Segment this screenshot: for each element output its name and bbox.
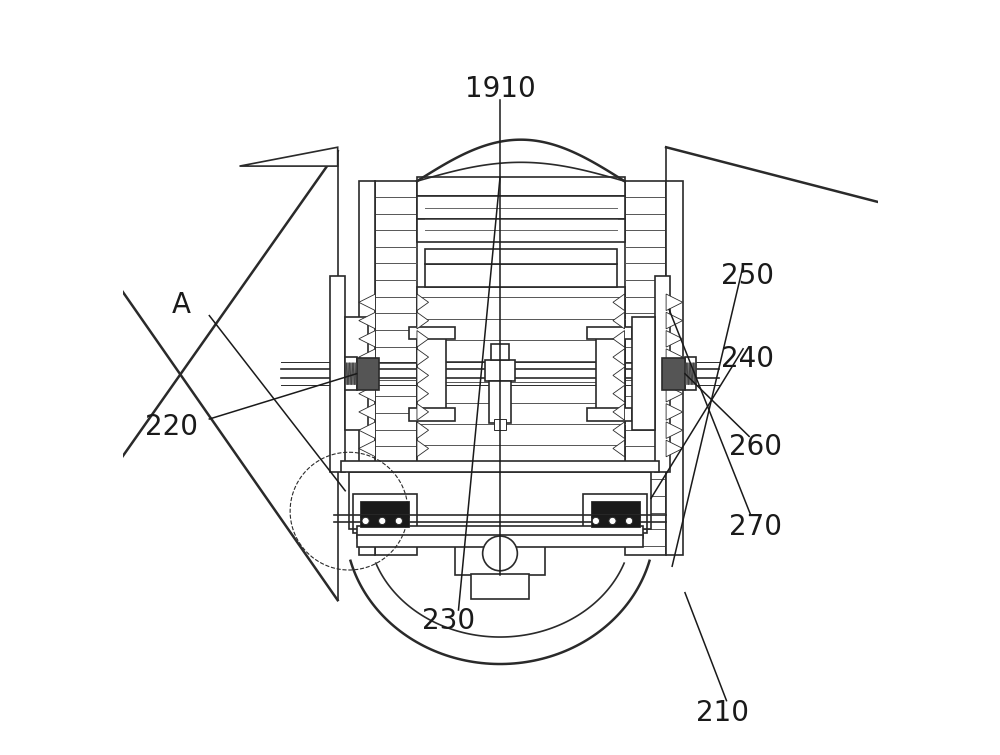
Bar	[357, 526, 643, 538]
Polygon shape	[417, 349, 429, 365]
Polygon shape	[359, 422, 375, 439]
Polygon shape	[666, 367, 683, 384]
Circle shape	[362, 517, 369, 525]
Text: 270: 270	[729, 513, 782, 541]
Bar	[685, 357, 696, 390]
Bar	[494, 419, 506, 430]
Bar	[485, 360, 515, 381]
Bar	[587, 327, 632, 339]
Polygon shape	[359, 367, 375, 384]
Bar	[596, 337, 625, 410]
Bar	[632, 317, 655, 430]
Circle shape	[379, 517, 386, 525]
Bar	[409, 408, 455, 421]
Text: 230: 230	[422, 606, 475, 635]
Polygon shape	[613, 313, 625, 329]
Polygon shape	[666, 385, 683, 402]
Polygon shape	[417, 440, 429, 457]
Bar	[583, 494, 647, 533]
Polygon shape	[613, 331, 625, 347]
Polygon shape	[666, 331, 683, 347]
Polygon shape	[613, 404, 625, 421]
Text: 240: 240	[721, 344, 774, 373]
Polygon shape	[613, 367, 625, 384]
Bar	[424, 264, 617, 287]
Bar	[591, 501, 640, 517]
Bar	[666, 181, 683, 555]
Bar	[357, 358, 379, 390]
Polygon shape	[666, 404, 683, 421]
Polygon shape	[359, 313, 375, 329]
Polygon shape	[666, 294, 683, 310]
Text: 260: 260	[729, 433, 782, 461]
Bar	[357, 535, 643, 547]
Polygon shape	[613, 422, 625, 439]
Polygon shape	[359, 385, 375, 402]
Polygon shape	[613, 294, 625, 310]
Circle shape	[609, 517, 616, 525]
Bar	[359, 181, 375, 555]
Polygon shape	[417, 331, 429, 347]
Bar	[330, 276, 345, 472]
Bar	[417, 177, 625, 196]
Bar	[655, 276, 670, 472]
Circle shape	[483, 536, 517, 571]
Polygon shape	[417, 313, 429, 329]
Polygon shape	[666, 313, 683, 329]
Bar	[417, 287, 625, 468]
Circle shape	[625, 517, 633, 525]
Bar	[345, 317, 368, 430]
Polygon shape	[359, 331, 375, 347]
Polygon shape	[666, 422, 683, 439]
Circle shape	[592, 517, 600, 525]
Polygon shape	[613, 349, 625, 365]
Bar	[471, 574, 529, 599]
Bar	[662, 358, 685, 390]
Bar	[587, 408, 632, 421]
Bar	[489, 381, 511, 423]
Polygon shape	[359, 294, 375, 310]
Bar	[417, 219, 625, 242]
Polygon shape	[417, 367, 429, 384]
Polygon shape	[613, 385, 625, 402]
Bar	[417, 337, 446, 410]
Bar	[625, 181, 666, 555]
Bar	[491, 344, 509, 360]
Text: 220: 220	[145, 412, 198, 441]
Polygon shape	[417, 422, 429, 439]
Bar	[353, 494, 417, 533]
Bar	[375, 181, 417, 555]
Text: A: A	[172, 291, 191, 319]
Bar	[345, 357, 357, 390]
Bar	[360, 501, 409, 517]
Bar	[424, 249, 617, 264]
Bar	[417, 196, 625, 219]
Polygon shape	[240, 147, 338, 166]
Text: 250: 250	[721, 261, 774, 290]
Polygon shape	[613, 440, 625, 457]
Bar	[360, 514, 409, 527]
Polygon shape	[417, 404, 429, 421]
Bar	[409, 327, 455, 339]
Bar	[591, 514, 640, 527]
Text: 1910: 1910	[465, 75, 535, 103]
Circle shape	[395, 517, 402, 525]
Polygon shape	[666, 440, 683, 457]
Text: 210: 210	[696, 699, 749, 728]
Bar	[341, 461, 659, 472]
Polygon shape	[666, 349, 683, 365]
Bar	[424, 468, 617, 491]
Polygon shape	[417, 294, 429, 310]
Polygon shape	[359, 404, 375, 421]
Polygon shape	[359, 349, 375, 365]
Bar	[349, 472, 651, 528]
Polygon shape	[359, 440, 375, 457]
Bar	[455, 532, 545, 575]
Polygon shape	[417, 385, 429, 402]
